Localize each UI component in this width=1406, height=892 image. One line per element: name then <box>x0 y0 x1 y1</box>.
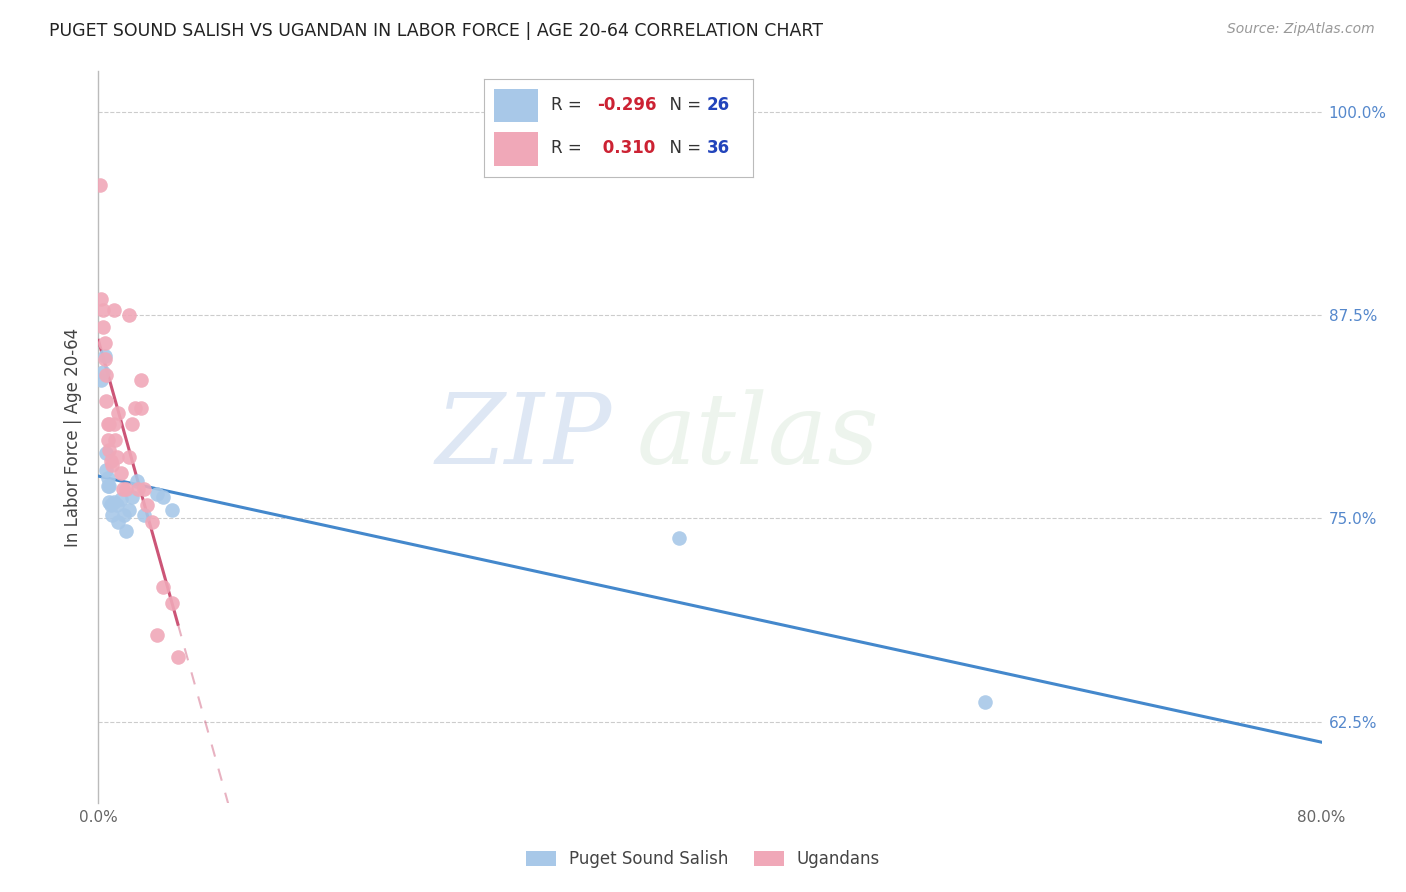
Point <box>152 490 174 504</box>
Point <box>94 368 117 383</box>
Y-axis label: In Labor Force | Age 20-64: In Labor Force | Age 20-64 <box>65 327 83 547</box>
Point <box>100 454 122 468</box>
Point <box>97 479 120 493</box>
Point <box>98 443 121 458</box>
Text: Source: ZipAtlas.com: Source: ZipAtlas.com <box>1227 22 1375 37</box>
Point <box>94 462 117 476</box>
Point <box>97 417 120 431</box>
Text: ZIP: ZIP <box>436 390 612 484</box>
Point <box>91 303 114 318</box>
Point <box>118 503 141 517</box>
Point <box>90 292 112 306</box>
Point <box>115 524 138 539</box>
Point <box>98 495 121 509</box>
Point <box>98 479 121 493</box>
Legend: Puget Sound Salish, Ugandans: Puget Sound Salish, Ugandans <box>519 844 887 875</box>
Point <box>167 649 190 664</box>
Text: PUGET SOUND SALISH VS UGANDAN IN LABOR FORCE | AGE 20-64 CORRELATION CHART: PUGET SOUND SALISH VS UGANDAN IN LABOR F… <box>49 22 823 40</box>
Point <box>134 482 156 496</box>
Point <box>103 303 125 318</box>
Point <box>160 503 183 517</box>
Point <box>103 495 125 509</box>
Point <box>104 434 127 448</box>
Point <box>160 596 183 610</box>
Point <box>93 335 115 350</box>
Point <box>129 373 152 387</box>
Point <box>98 417 121 431</box>
Point <box>107 515 129 529</box>
Point <box>129 401 152 415</box>
Point <box>668 531 690 545</box>
Point <box>111 482 134 496</box>
Point <box>118 450 141 464</box>
Point <box>93 352 115 367</box>
Point <box>101 458 124 472</box>
Point <box>100 499 122 513</box>
Point <box>94 394 117 409</box>
Point <box>89 178 111 193</box>
Point <box>91 319 114 334</box>
Point <box>97 434 120 448</box>
Point <box>112 508 135 522</box>
Point <box>127 482 149 496</box>
Point <box>134 508 156 522</box>
Point <box>90 373 112 387</box>
Point <box>124 401 146 415</box>
Point <box>125 474 148 488</box>
Point <box>145 628 167 642</box>
Point <box>121 490 143 504</box>
Point <box>121 417 143 431</box>
Text: atlas: atlas <box>637 390 879 484</box>
Point <box>110 491 132 506</box>
Point <box>94 446 117 460</box>
Point <box>101 508 124 522</box>
Point <box>145 487 167 501</box>
Point <box>110 466 132 480</box>
Point <box>105 450 128 464</box>
Point <box>103 417 125 431</box>
Point <box>93 349 115 363</box>
Point <box>105 499 128 513</box>
Point <box>115 482 138 496</box>
Point <box>152 580 174 594</box>
Point <box>141 515 163 529</box>
Point <box>91 365 114 379</box>
Point <box>136 499 159 513</box>
Point <box>974 695 997 709</box>
Point <box>118 308 141 322</box>
Point <box>107 406 129 420</box>
Point <box>97 471 120 485</box>
